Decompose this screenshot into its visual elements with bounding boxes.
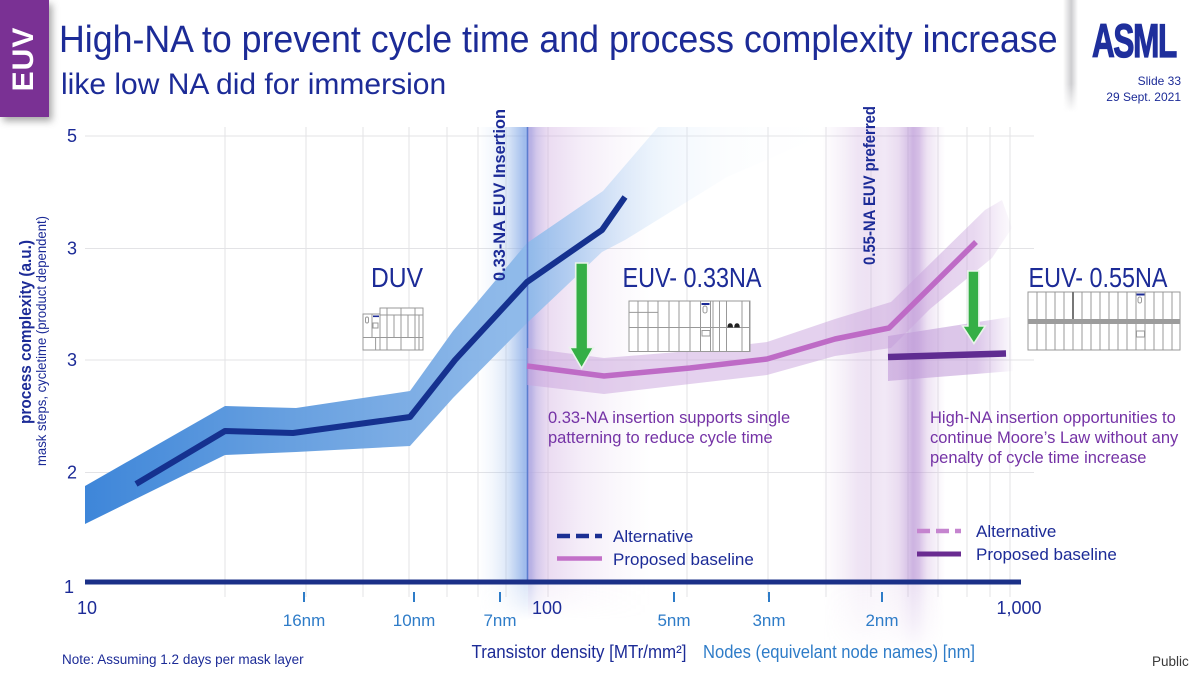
svg-text:1,000: 1,000 xyxy=(996,598,1041,618)
svg-text:2nm: 2nm xyxy=(865,611,898,630)
svg-text:Transistor density [MTr/mm²]: Transistor density [MTr/mm²] xyxy=(472,642,687,662)
svg-text:process complexity (a.u.): process complexity (a.u.) xyxy=(16,240,35,424)
svg-text:EUV- 0.55NA: EUV- 0.55NA xyxy=(1029,262,1168,293)
svg-text:DUV: DUV xyxy=(371,262,423,293)
svg-text:7nm: 7nm xyxy=(483,611,516,630)
svg-text:Proposed baseline: Proposed baseline xyxy=(613,550,754,569)
svg-text:continue Moore’s Law without a: continue Moore’s Law without any xyxy=(930,429,1179,447)
svg-text:patterning to reduce cycle tim: patterning to reduce cycle time xyxy=(548,429,773,447)
svg-text:10nm: 10nm xyxy=(393,611,436,630)
svg-text:EUV- 0.33NA: EUV- 0.33NA xyxy=(623,262,762,293)
svg-text:2: 2 xyxy=(67,463,77,483)
svg-text:100: 100 xyxy=(532,598,562,618)
svg-text:5: 5 xyxy=(67,126,77,146)
svg-text:3nm: 3nm xyxy=(752,611,785,630)
svg-text:Alternative: Alternative xyxy=(976,522,1056,541)
svg-text:0.33-NA insertion supports sin: 0.33-NA insertion supports single xyxy=(548,409,790,427)
svg-text:High-NA insertion opportunitie: High-NA insertion opportunities to xyxy=(930,409,1176,427)
svg-text:0.55-NA EUV preferred: 0.55-NA EUV preferred xyxy=(860,106,879,265)
svg-text:Proposed baseline: Proposed baseline xyxy=(976,545,1117,564)
svg-text:1: 1 xyxy=(64,577,74,597)
svg-text:0.33-NA EUV Insertion: 0.33-NA EUV Insertion xyxy=(490,109,509,281)
svg-text:3: 3 xyxy=(67,239,77,259)
svg-text:5nm: 5nm xyxy=(657,611,690,630)
svg-text:10: 10 xyxy=(77,598,97,618)
svg-text:penalty of cycle time increase: penalty of cycle time increase xyxy=(930,449,1146,467)
svg-text:Nodes (equivelant node names): Nodes (equivelant node names) [nm] xyxy=(703,642,975,662)
svg-text:3: 3 xyxy=(67,350,77,370)
svg-text:mask steps, cycletime (product: mask steps, cycletime (product dependent… xyxy=(34,216,49,466)
svg-text:16nm: 16nm xyxy=(283,611,326,630)
svg-text:Alternative: Alternative xyxy=(613,527,693,546)
